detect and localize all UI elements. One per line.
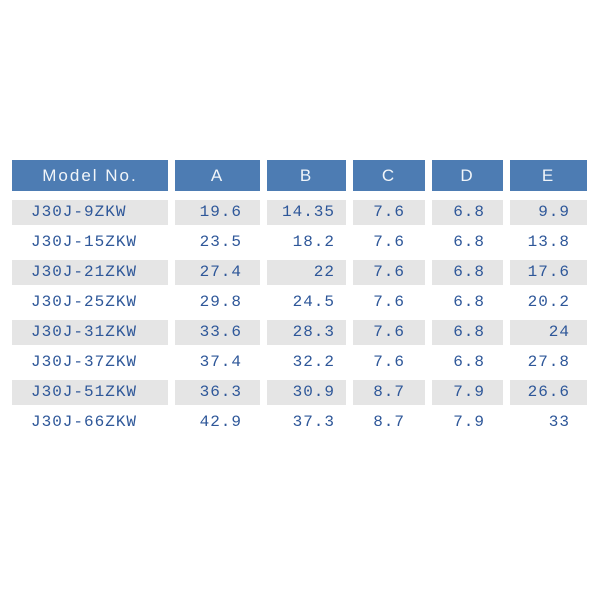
value-cell-d: 6.8 [453, 293, 485, 311]
value-cell-a: 19.6 [175, 199, 260, 225]
value-cell-c: 8.7 [353, 379, 425, 405]
model-cell: J30J-21ZKW [12, 259, 168, 285]
value-cell-a: 23.5 [199, 233, 242, 251]
table-header-row: Model No. A B C D E [12, 160, 588, 191]
column-header-a: A [175, 160, 260, 191]
value-cell-b: 14.35 [267, 199, 346, 225]
table-row: J30J-21ZKW 27.4 22 7.6 6.8 17.6 [12, 257, 588, 287]
model-cell: J30J-31ZKW [12, 319, 168, 345]
value-cell-c: 7.6 [353, 319, 425, 345]
value-cell-c: 7.6 [373, 353, 405, 371]
column-header-model: Model No. [12, 160, 168, 191]
value-cell-e: 20.2 [527, 293, 570, 311]
column-header-b: B [267, 160, 346, 191]
model-cell: J30J-66ZKW [31, 413, 138, 431]
value-cell-d: 6.8 [453, 353, 485, 371]
value-cell-d: 6.8 [432, 259, 503, 285]
model-cell: J30J-25ZKW [31, 293, 138, 311]
value-cell-e: 17.6 [510, 259, 587, 285]
table-row: J30J-66ZKW 42.9 37.3 8.7 7.9 33 [12, 407, 588, 437]
table-row: J30J-9ZKW 19.6 14.35 7.6 6.8 9.9 [12, 197, 588, 227]
value-cell-a: 27.4 [175, 259, 260, 285]
value-cell-d: 6.8 [453, 233, 485, 251]
value-cell-a: 33.6 [175, 319, 260, 345]
value-cell-e: 13.8 [527, 233, 570, 251]
value-cell-a: 37.4 [199, 353, 242, 371]
model-cell: J30J-15ZKW [31, 233, 138, 251]
value-cell-c: 7.6 [373, 233, 405, 251]
value-cell-c: 7.6 [373, 293, 405, 311]
value-cell-e: 26.6 [510, 379, 587, 405]
value-cell-b: 32.2 [292, 353, 335, 371]
table-row: J30J-37ZKW 37.4 32.2 7.6 6.8 27.8 [12, 347, 588, 377]
value-cell-e: 9.9 [510, 199, 587, 225]
model-cell: J30J-51ZKW [12, 379, 168, 405]
column-header-c: C [353, 160, 425, 191]
table-row: J30J-15ZKW 23.5 18.2 7.6 6.8 13.8 [12, 227, 588, 257]
value-cell-e: 33 [548, 413, 570, 431]
value-cell-b: 37.3 [292, 413, 335, 431]
value-cell-b: 18.2 [292, 233, 335, 251]
value-cell-d: 7.9 [453, 413, 485, 431]
model-cell: J30J-9ZKW [12, 199, 168, 225]
value-cell-e: 24 [510, 319, 587, 345]
value-cell-d: 6.8 [432, 199, 503, 225]
value-cell-c: 7.6 [353, 199, 425, 225]
value-cell-c: 8.7 [373, 413, 405, 431]
value-cell-c: 7.6 [353, 259, 425, 285]
value-cell-e: 27.8 [527, 353, 570, 371]
spec-table: Model No. A B C D E J30J-9ZKW 19.6 14.35… [12, 160, 588, 437]
value-cell-a: 36.3 [175, 379, 260, 405]
value-cell-a: 42.9 [199, 413, 242, 431]
table-row: J30J-51ZKW 36.3 30.9 8.7 7.9 26.6 [12, 377, 588, 407]
value-cell-b: 30.9 [267, 379, 346, 405]
column-header-d: D [432, 160, 503, 191]
table-row: J30J-25ZKW 29.8 24.5 7.6 6.8 20.2 [12, 287, 588, 317]
value-cell-a: 29.8 [199, 293, 242, 311]
value-cell-b: 28.3 [267, 319, 346, 345]
table-row: J30J-31ZKW 33.6 28.3 7.6 6.8 24 [12, 317, 588, 347]
value-cell-b: 24.5 [292, 293, 335, 311]
model-cell: J30J-37ZKW [31, 353, 138, 371]
value-cell-b: 22 [267, 259, 346, 285]
value-cell-d: 6.8 [432, 319, 503, 345]
column-header-e: E [510, 160, 587, 191]
value-cell-d: 7.9 [432, 379, 503, 405]
